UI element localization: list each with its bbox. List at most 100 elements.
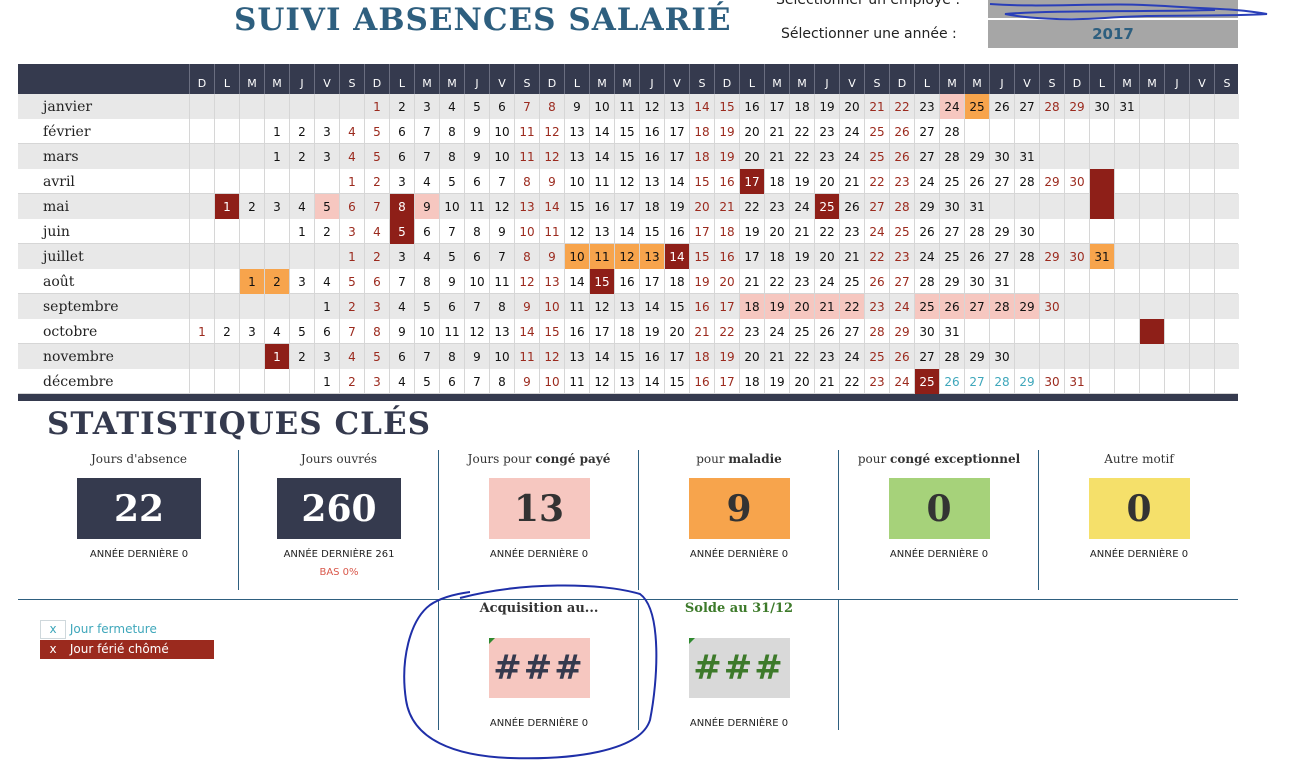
day-cell[interactable]: 19 (689, 269, 714, 294)
day-cell[interactable]: 14 (664, 169, 689, 194)
day-cell[interactable]: 31 (939, 319, 964, 344)
day-cell[interactable] (1089, 319, 1114, 344)
day-cell[interactable]: 19 (764, 294, 789, 319)
day-cell[interactable] (1089, 119, 1114, 144)
day-cell[interactable]: 20 (739, 144, 764, 169)
day-cell[interactable]: 5 (414, 294, 439, 319)
day-cell[interactable] (1164, 319, 1189, 344)
day-cell[interactable]: 15 (664, 369, 689, 394)
day-cell[interactable] (239, 369, 264, 394)
day-cell[interactable]: 1 (239, 269, 264, 294)
day-cell[interactable] (1139, 144, 1164, 169)
day-cell[interactable] (214, 94, 239, 119)
day-cell[interactable] (1189, 169, 1214, 194)
day-cell[interactable] (1089, 194, 1114, 219)
day-cell[interactable]: 11 (614, 94, 639, 119)
day-cell[interactable]: 22 (864, 169, 889, 194)
day-cell[interactable] (1214, 219, 1239, 244)
day-cell[interactable]: 6 (389, 119, 414, 144)
day-cell[interactable] (189, 269, 214, 294)
day-cell[interactable]: 30 (1089, 94, 1114, 119)
day-cell[interactable]: 10 (564, 244, 589, 269)
day-cell[interactable]: 12 (464, 319, 489, 344)
day-cell[interactable]: 2 (264, 269, 289, 294)
day-cell[interactable]: 11 (514, 119, 539, 144)
day-cell[interactable]: 25 (864, 144, 889, 169)
day-cell[interactable] (1214, 294, 1239, 319)
day-cell[interactable]: 29 (964, 344, 989, 369)
day-cell[interactable]: 16 (689, 294, 714, 319)
day-cell[interactable]: 17 (714, 294, 739, 319)
day-cell[interactable]: 24 (914, 244, 939, 269)
day-cell[interactable]: 10 (539, 369, 564, 394)
day-cell[interactable] (1089, 219, 1114, 244)
day-cell[interactable] (189, 94, 214, 119)
day-cell[interactable] (1214, 244, 1239, 269)
day-cell[interactable]: 8 (439, 144, 464, 169)
day-cell[interactable]: 4 (439, 94, 464, 119)
day-cell[interactable] (214, 119, 239, 144)
day-cell[interactable]: 5 (389, 219, 414, 244)
day-cell[interactable] (1114, 219, 1139, 244)
day-cell[interactable]: 9 (389, 319, 414, 344)
day-cell[interactable]: 24 (839, 344, 864, 369)
day-cell[interactable]: 27 (989, 244, 1014, 269)
day-cell[interactable]: 26 (889, 119, 914, 144)
day-cell[interactable] (1189, 219, 1214, 244)
day-cell[interactable] (189, 119, 214, 144)
day-cell[interactable]: 7 (414, 119, 439, 144)
day-cell[interactable]: 14 (589, 344, 614, 369)
day-cell[interactable]: 14 (689, 94, 714, 119)
day-cell[interactable]: 28 (1014, 169, 1039, 194)
day-cell[interactable]: 3 (364, 294, 389, 319)
day-cell[interactable]: 31 (1089, 244, 1114, 269)
day-cell[interactable] (239, 144, 264, 169)
day-cell[interactable]: 19 (789, 169, 814, 194)
day-cell[interactable]: 9 (514, 369, 539, 394)
day-cell[interactable]: 7 (414, 144, 439, 169)
day-cell[interactable]: 19 (789, 244, 814, 269)
day-cell[interactable]: 18 (789, 94, 814, 119)
day-cell[interactable]: 20 (789, 294, 814, 319)
day-cell[interactable] (239, 219, 264, 244)
day-cell[interactable]: 1 (264, 119, 289, 144)
day-cell[interactable] (1114, 294, 1139, 319)
day-cell[interactable]: 22 (739, 194, 764, 219)
day-cell[interactable]: 19 (714, 119, 739, 144)
day-cell[interactable]: 3 (364, 369, 389, 394)
day-cell[interactable]: 27 (964, 369, 989, 394)
day-cell[interactable]: 17 (639, 269, 664, 294)
day-cell[interactable]: 31 (989, 269, 1014, 294)
day-cell[interactable]: 20 (839, 94, 864, 119)
day-cell[interactable] (1139, 269, 1164, 294)
day-cell[interactable]: 16 (739, 94, 764, 119)
day-cell[interactable]: 27 (964, 294, 989, 319)
day-cell[interactable] (239, 244, 264, 269)
day-cell[interactable]: 23 (739, 319, 764, 344)
day-cell[interactable]: 3 (414, 94, 439, 119)
day-cell[interactable]: 20 (814, 244, 839, 269)
day-cell[interactable]: 13 (589, 219, 614, 244)
day-cell[interactable]: 7 (439, 219, 464, 244)
day-cell[interactable]: 13 (664, 94, 689, 119)
day-cell[interactable] (314, 94, 339, 119)
day-cell[interactable]: 19 (714, 344, 739, 369)
day-cell[interactable]: 15 (714, 94, 739, 119)
day-cell[interactable]: 29 (989, 219, 1014, 244)
day-cell[interactable] (1214, 269, 1239, 294)
day-cell[interactable]: 22 (814, 219, 839, 244)
day-cell[interactable] (289, 294, 314, 319)
day-cell[interactable]: 18 (639, 194, 664, 219)
day-cell[interactable]: 28 (914, 269, 939, 294)
day-cell[interactable]: 16 (664, 219, 689, 244)
day-cell[interactable] (1064, 319, 1089, 344)
day-cell[interactable]: 8 (414, 269, 439, 294)
day-cell[interactable]: 1 (264, 344, 289, 369)
day-cell[interactable]: 6 (464, 169, 489, 194)
day-cell[interactable]: 16 (589, 194, 614, 219)
day-cell[interactable] (1114, 144, 1139, 169)
day-cell[interactable]: 28 (1039, 94, 1064, 119)
day-cell[interactable]: 31 (964, 194, 989, 219)
day-cell[interactable] (264, 169, 289, 194)
day-cell[interactable]: 17 (589, 319, 614, 344)
